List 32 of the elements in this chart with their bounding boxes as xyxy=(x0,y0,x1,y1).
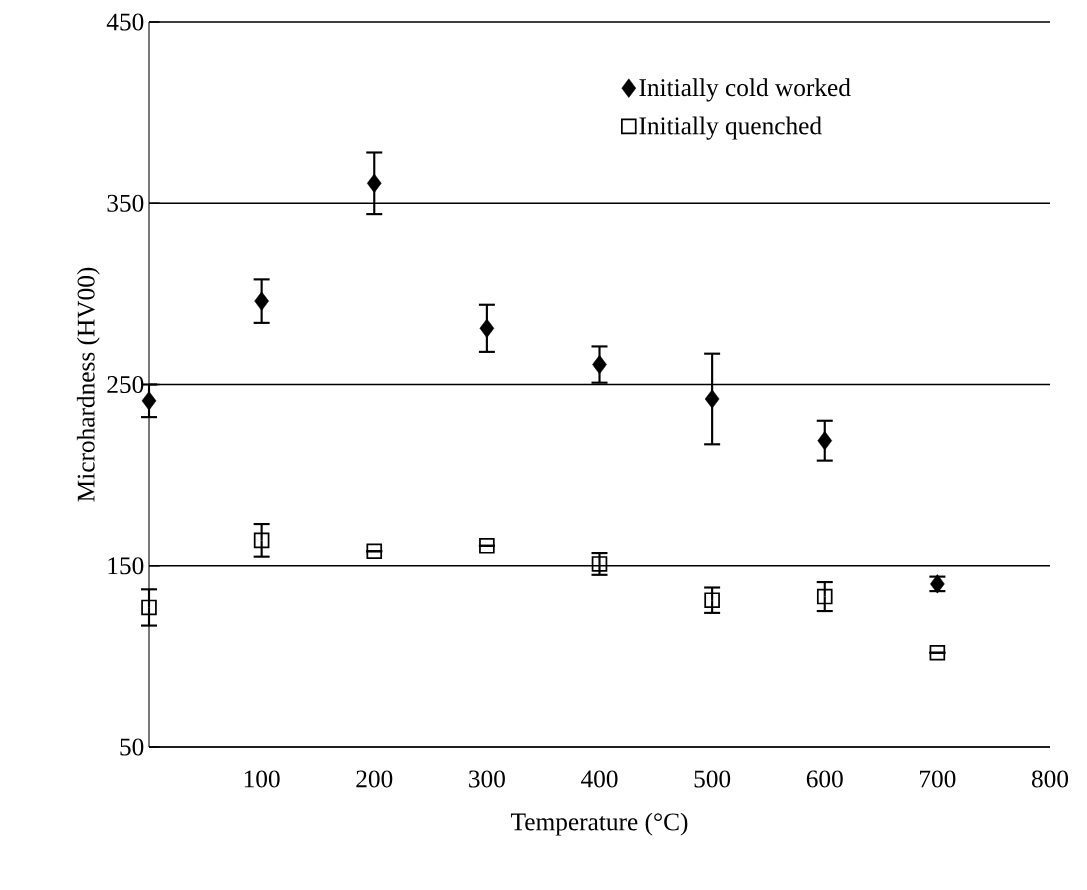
point xyxy=(141,599,157,616)
point xyxy=(704,389,720,409)
x-tick-label: 400 xyxy=(581,770,618,788)
point xyxy=(929,644,946,661)
x-tick-label: 700 xyxy=(920,770,956,788)
point xyxy=(366,543,383,560)
x-tick-label: 100 xyxy=(244,770,280,788)
y-axis-title: Microhardness (HV00) xyxy=(76,267,100,502)
point xyxy=(817,431,833,451)
legend-label: Initially quenched xyxy=(639,116,822,140)
x-tick-label: 300 xyxy=(469,770,505,788)
y-tick-label: 150 xyxy=(108,557,144,575)
x-tick-label: 200 xyxy=(356,770,393,788)
point xyxy=(366,173,382,193)
x-axis-title: Temperature (°C) xyxy=(511,812,688,836)
y-tick-label: 450 xyxy=(106,13,144,31)
point xyxy=(141,391,157,411)
y-tick-label: 350 xyxy=(107,194,144,212)
point xyxy=(253,532,270,549)
x-tick-label: 500 xyxy=(694,770,731,788)
point xyxy=(479,318,495,338)
point xyxy=(479,538,495,554)
legend-label: Initially cold worked xyxy=(639,78,851,102)
point xyxy=(591,556,608,572)
point xyxy=(816,588,833,605)
point xyxy=(704,592,720,608)
x-tick-label: 600 xyxy=(806,770,843,788)
x-tick-label: 800 xyxy=(1031,770,1069,788)
y-tick-label: 50 xyxy=(120,738,144,756)
y-tick-label: 250 xyxy=(107,375,144,394)
point xyxy=(592,354,607,375)
point xyxy=(254,291,269,311)
